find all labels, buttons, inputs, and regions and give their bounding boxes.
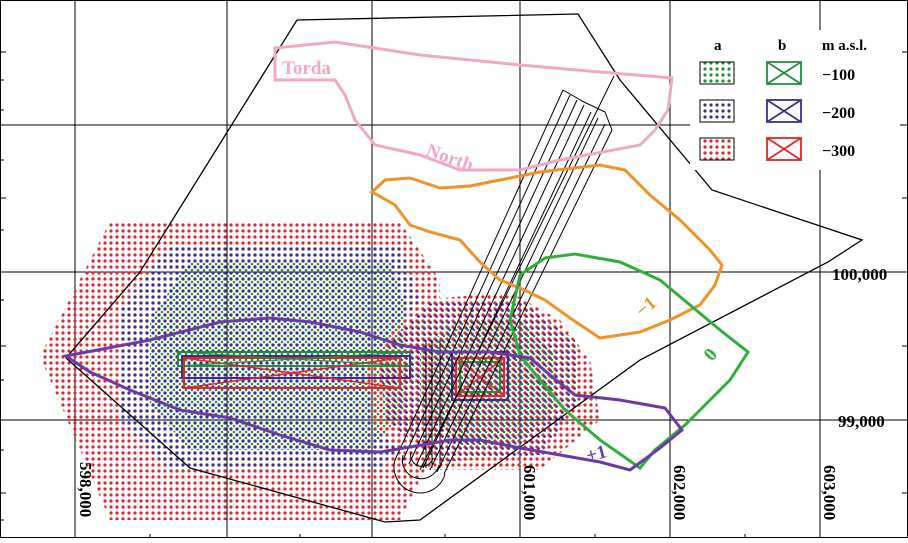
- contour-minus1: [369, 163, 724, 340]
- legend-swatch-b-300: [766, 137, 802, 161]
- contour-minus1-label: −1: [632, 293, 661, 322]
- y-tick-99000: 99,000: [838, 412, 885, 431]
- y-tick-100000: 100,000: [832, 265, 887, 284]
- legend-level-300: −300: [822, 143, 855, 160]
- torda-north-outline: [273, 40, 674, 172]
- x-tick-602000: 602,000: [670, 465, 689, 520]
- x-tick-598000: 598,000: [76, 462, 95, 517]
- shaft-rectangles-west: [177, 351, 411, 389]
- legend-level-200: −200: [822, 105, 855, 122]
- legend-col-level: m a.s.l.: [822, 38, 867, 54]
- study-area-boundary: [65, 13, 864, 523]
- dot-cloud-east: [365, 292, 600, 470]
- x-tick-603000: 603,000: [820, 465, 839, 520]
- contour-zero-label: 0: [700, 344, 722, 365]
- tunnel-bundle: [393, 75, 615, 494]
- legend-swatch-a-300: [699, 137, 735, 161]
- contour-zero: [508, 252, 750, 471]
- legend-swatch-b-200: [766, 99, 802, 123]
- legend-swatch-a-200: [699, 99, 735, 123]
- legend: a b m a.s.l. −100 −200 −300: [690, 30, 900, 170]
- legend-col-a: a: [714, 38, 722, 54]
- legend-col-b: b: [778, 38, 786, 54]
- legend-level-100: −100: [822, 67, 855, 84]
- legend-swatch-a-100: [699, 61, 735, 85]
- torda-label: Torda: [282, 58, 331, 79]
- x-tick-601000: 601,000: [520, 465, 539, 520]
- contour-plus1: [62, 316, 685, 472]
- legend-swatch-b-100: [766, 61, 802, 85]
- north-label: North: [423, 140, 476, 176]
